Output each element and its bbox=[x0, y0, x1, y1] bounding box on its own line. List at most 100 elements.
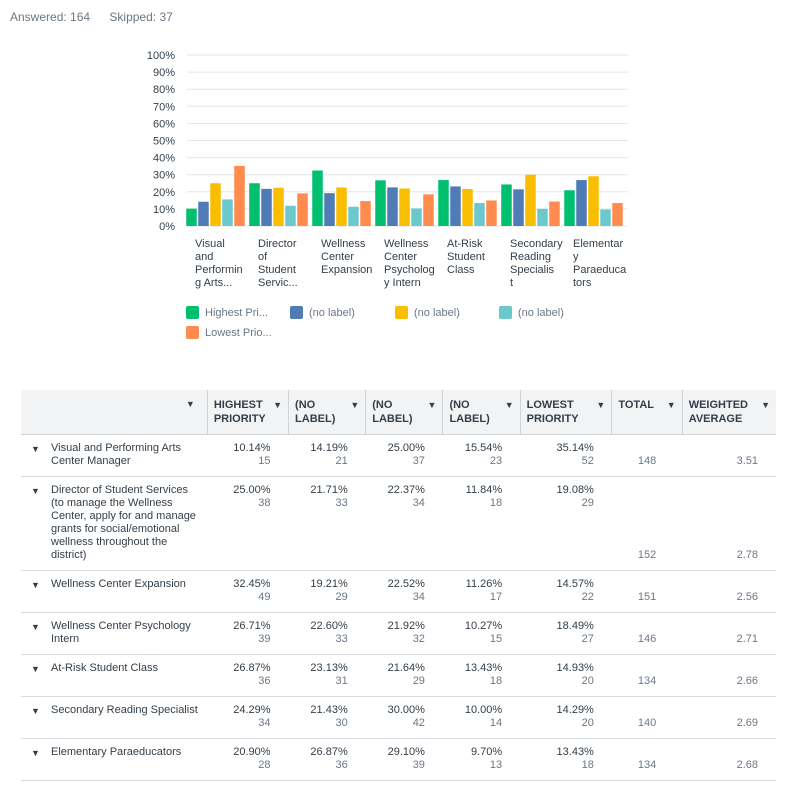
count-value: 14 bbox=[489, 717, 503, 729]
value-cell: 15.54% 23 bbox=[442, 434, 521, 477]
row-caret-icon[interactable]: ▼ bbox=[31, 622, 40, 632]
row-name: Wellness Center Expansion bbox=[51, 578, 186, 590]
count-value: 31 bbox=[335, 675, 348, 687]
bar bbox=[576, 180, 587, 226]
column-header-label: (NO LABEL) bbox=[372, 399, 413, 425]
sort-caret-icon[interactable]: ▼ bbox=[273, 400, 283, 410]
value-cell: 10.27% 15 bbox=[442, 612, 521, 655]
row-caret-icon[interactable]: ▼ bbox=[31, 486, 40, 496]
row-caret-icon[interactable]: ▼ bbox=[31, 748, 40, 758]
column-header[interactable]: WEIGHTED AVERAGE ▼ bbox=[681, 390, 776, 435]
row-label[interactable]: ▼ At-Risk Student Class bbox=[21, 654, 208, 697]
row-label[interactable]: ▼ Secondary Reading Specialist bbox=[21, 696, 208, 739]
total-cell: 152 bbox=[611, 476, 683, 571]
legend-item[interactable]: (no label) bbox=[395, 306, 460, 319]
percent-value: 10.00% bbox=[464, 704, 503, 716]
row-label[interactable]: ▼ Director of Student Services (to manage… bbox=[21, 476, 208, 571]
bar bbox=[285, 205, 296, 226]
sort-caret-icon[interactable]: ▼ bbox=[761, 400, 770, 410]
x-tick-label: t bbox=[510, 277, 513, 289]
sort-caret-icon[interactable]: ▼ bbox=[596, 400, 606, 410]
row-label[interactable]: ▼ Wellness Center Expansion bbox=[21, 570, 208, 613]
bar bbox=[222, 199, 233, 226]
count-value: 33 bbox=[335, 497, 348, 509]
row-caret-icon[interactable]: ▼ bbox=[31, 706, 40, 716]
y-tick-label: 80% bbox=[153, 84, 175, 96]
count-value: 29 bbox=[581, 497, 594, 509]
sort-caret-icon[interactable]: ▼ bbox=[185, 399, 195, 409]
total-cell: 151 bbox=[611, 570, 683, 613]
value-cell: 14.57% 22 bbox=[520, 570, 612, 613]
x-tick-label: Student bbox=[258, 264, 296, 276]
x-tick-label: Paraeduca bbox=[573, 264, 627, 276]
percent-value: 22.52% bbox=[387, 578, 425, 590]
row-label[interactable]: ▼ Wellness Center Psychology Intern bbox=[21, 612, 208, 655]
total-cell: 146 bbox=[611, 612, 683, 655]
y-tick-label: 100% bbox=[147, 50, 175, 62]
legend-item[interactable]: Lowest Prio... bbox=[186, 326, 272, 339]
row-caret-icon[interactable]: ▼ bbox=[31, 664, 40, 674]
column-header[interactable]: LOWEST PRIORITY ▼ bbox=[519, 390, 612, 435]
column-header[interactable]: (NO LABEL) ▼ bbox=[365, 390, 443, 435]
percent-value: 13.43% bbox=[556, 746, 594, 758]
bar bbox=[312, 170, 323, 226]
x-tick-label: tors bbox=[573, 277, 592, 289]
percent-value: 13.43% bbox=[464, 662, 503, 674]
percent-value: 25.00% bbox=[233, 484, 271, 496]
results-table: ▼ HIGHEST PRIORITY ▼ (NO LABEL) ▼ (NO LABEL) ▼ (N… bbox=[21, 390, 776, 781]
x-tick-label: Elementar bbox=[573, 238, 623, 250]
count-value: 20 bbox=[581, 675, 594, 687]
y-tick-label: 0% bbox=[159, 221, 175, 233]
weighted-average-cell: 2.69 bbox=[682, 696, 776, 739]
count-value: 30 bbox=[335, 717, 348, 729]
count-value: 39 bbox=[258, 633, 271, 645]
weighted-average-cell: 2.68 bbox=[682, 738, 776, 781]
bar bbox=[501, 184, 512, 226]
percent-value: 9.70% bbox=[470, 746, 503, 758]
sort-caret-icon[interactable]: ▼ bbox=[350, 400, 360, 410]
bar bbox=[387, 187, 398, 226]
bar bbox=[249, 183, 260, 226]
row-caret-icon[interactable]: ▼ bbox=[31, 580, 40, 590]
legend-item[interactable]: Highest Pri... bbox=[186, 306, 268, 319]
column-header[interactable]: HIGHEST PRIORITY ▼ bbox=[206, 390, 289, 435]
row-label[interactable]: ▼ Elementary Paraeducators bbox=[21, 738, 208, 781]
sort-caret-icon[interactable]: ▼ bbox=[666, 400, 676, 410]
count-value: 15 bbox=[489, 633, 503, 645]
bar bbox=[486, 200, 497, 226]
y-tick-label: 90% bbox=[153, 67, 175, 79]
sort-caret-icon[interactable]: ▼ bbox=[504, 400, 514, 410]
x-tick-label: g Arts... bbox=[195, 277, 232, 289]
column-header[interactable]: (NO LABEL) ▼ bbox=[442, 390, 521, 435]
count-value: 22 bbox=[581, 591, 594, 603]
percent-value: 21.64% bbox=[387, 662, 425, 674]
column-header-label: WEIGHTED AVERAGE bbox=[688, 399, 748, 425]
percent-value: 14.93% bbox=[556, 662, 594, 674]
legend-item[interactable]: (no label) bbox=[290, 306, 355, 319]
x-tick-label: Psycholog bbox=[384, 264, 435, 276]
sort-caret-icon[interactable]: ▼ bbox=[427, 400, 437, 410]
legend-swatch bbox=[395, 306, 408, 319]
count-value: 13 bbox=[489, 759, 503, 771]
bar bbox=[549, 201, 560, 226]
percent-value: 24.29% bbox=[233, 704, 271, 716]
column-header[interactable]: (NO LABEL) ▼ bbox=[288, 390, 366, 435]
row-name: Wellness Center Psychology Intern bbox=[51, 620, 191, 645]
value-cell: 21.92% 32 bbox=[365, 612, 443, 655]
bar bbox=[234, 165, 245, 226]
column-header-label: HIGHEST PRIORITY bbox=[213, 399, 266, 425]
value-cell: 20.90% 28 bbox=[207, 738, 289, 781]
bar bbox=[198, 201, 209, 226]
header-sort-column[interactable]: ▼ bbox=[21, 390, 208, 435]
percent-value: 29.10% bbox=[387, 746, 425, 758]
column-header-label: (NO LABEL) bbox=[295, 399, 336, 425]
x-tick-label: of bbox=[258, 251, 268, 263]
legend-item[interactable]: (no label) bbox=[499, 306, 564, 319]
total-cell: 140 bbox=[611, 696, 683, 739]
row-caret-icon[interactable]: ▼ bbox=[31, 444, 40, 454]
row-label[interactable]: ▼ Visual and Performing Arts Center Manag… bbox=[21, 434, 208, 477]
x-tick-label: Specialis bbox=[510, 264, 555, 276]
column-header[interactable]: TOTAL ▼ bbox=[611, 390, 683, 435]
x-tick-label: At-Risk bbox=[447, 238, 483, 250]
value-cell: 29.10% 39 bbox=[365, 738, 443, 781]
